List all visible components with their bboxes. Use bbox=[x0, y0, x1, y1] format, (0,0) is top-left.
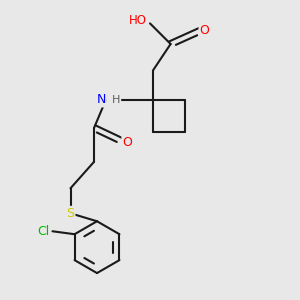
Text: S: S bbox=[67, 207, 74, 220]
Text: O: O bbox=[122, 136, 132, 149]
Text: N: N bbox=[97, 93, 106, 106]
Text: O: O bbox=[200, 24, 209, 37]
Text: HO: HO bbox=[129, 14, 147, 27]
Text: Cl: Cl bbox=[37, 225, 50, 238]
Text: H: H bbox=[112, 95, 120, 105]
